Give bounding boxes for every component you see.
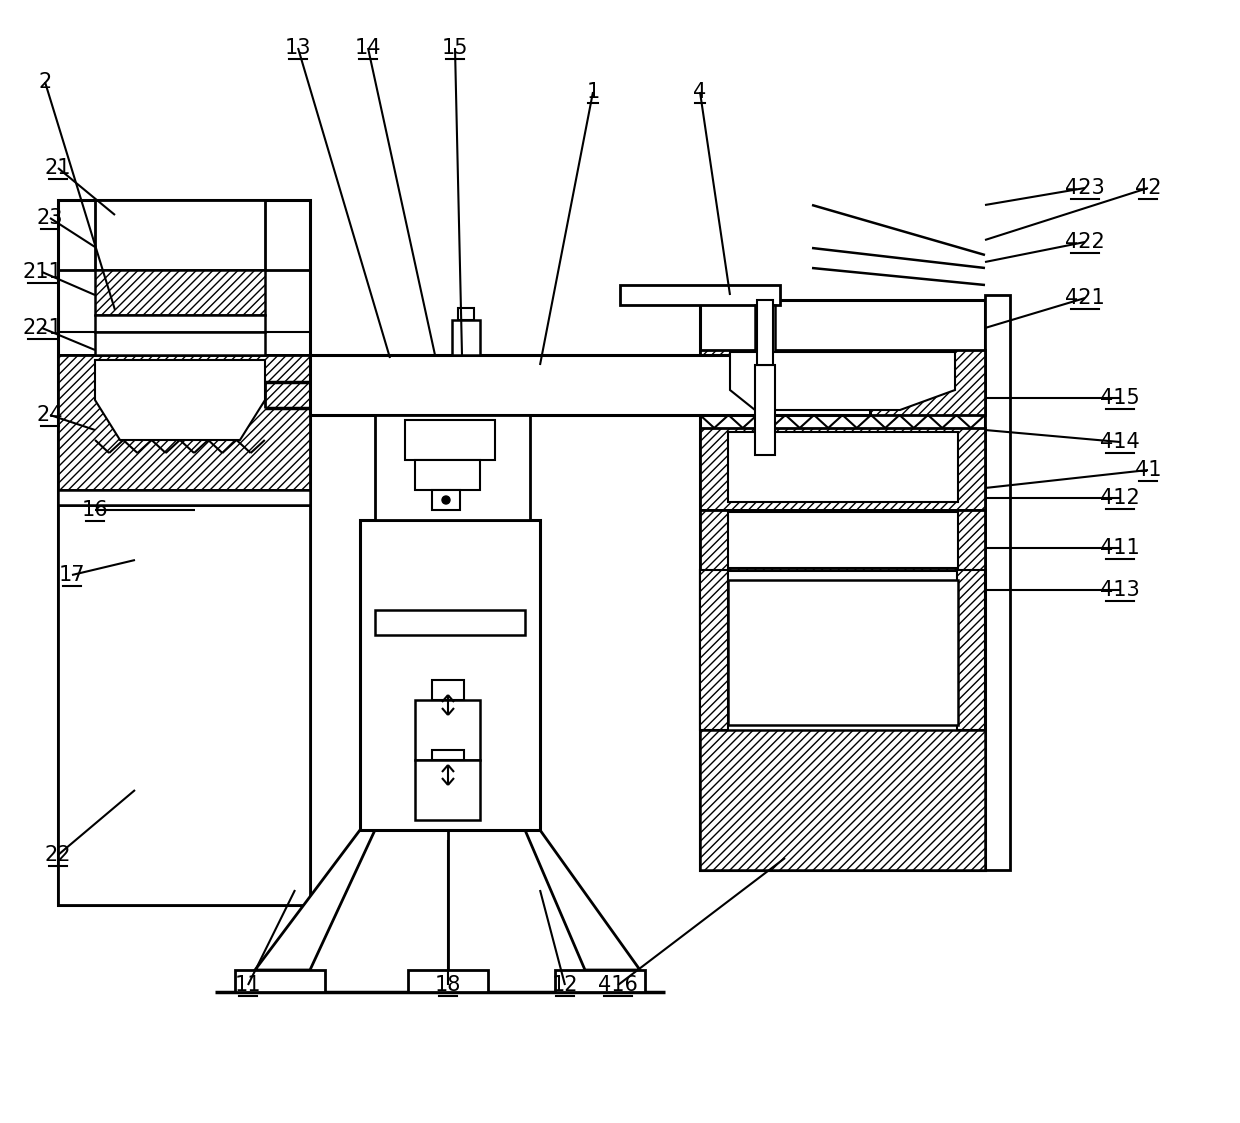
Polygon shape <box>730 351 955 410</box>
Text: 423: 423 <box>1065 179 1105 198</box>
Bar <box>408 970 489 992</box>
Text: 413: 413 <box>1100 579 1140 600</box>
Text: 422: 422 <box>1065 232 1105 252</box>
Bar <box>701 428 985 510</box>
Bar <box>95 332 265 355</box>
Bar <box>701 570 728 730</box>
Text: 412: 412 <box>1100 489 1140 508</box>
Bar <box>95 270 265 314</box>
Bar <box>95 200 265 270</box>
Bar <box>374 610 525 634</box>
Text: 4: 4 <box>693 82 707 102</box>
Text: 11: 11 <box>234 975 262 995</box>
Bar <box>756 300 773 365</box>
Text: 415: 415 <box>1100 389 1140 408</box>
Text: 13: 13 <box>285 38 311 58</box>
Polygon shape <box>255 830 374 970</box>
Polygon shape <box>95 360 265 440</box>
Bar <box>415 700 480 760</box>
Bar <box>453 320 480 355</box>
Bar <box>236 970 325 992</box>
Text: 411: 411 <box>1100 538 1140 558</box>
Text: 12: 12 <box>552 975 578 995</box>
Text: 221: 221 <box>22 318 62 338</box>
Text: 421: 421 <box>1065 287 1105 308</box>
Bar <box>405 420 495 460</box>
Text: 211: 211 <box>22 262 62 282</box>
Text: 416: 416 <box>598 975 637 995</box>
Text: 414: 414 <box>1100 432 1140 451</box>
Bar <box>58 490 310 505</box>
Text: 14: 14 <box>355 38 381 58</box>
Bar <box>432 490 460 510</box>
Bar <box>755 305 775 365</box>
Bar <box>957 570 985 730</box>
Bar <box>701 730 985 870</box>
Text: 21: 21 <box>45 158 71 179</box>
Bar <box>58 355 310 490</box>
Bar <box>432 750 464 760</box>
Bar <box>701 510 985 570</box>
Bar <box>95 314 265 332</box>
Bar <box>701 570 985 870</box>
Bar <box>415 760 480 820</box>
Text: 42: 42 <box>1135 179 1161 198</box>
Circle shape <box>441 496 450 504</box>
Bar <box>556 970 645 992</box>
Bar <box>728 579 959 725</box>
Text: 1: 1 <box>587 82 600 102</box>
Bar <box>432 681 464 700</box>
Bar <box>755 365 775 455</box>
Bar <box>58 505 310 905</box>
Bar <box>701 300 985 870</box>
Bar <box>415 460 480 490</box>
Bar <box>620 285 780 305</box>
Bar <box>310 355 870 416</box>
Text: 23: 23 <box>37 208 63 228</box>
Bar <box>58 200 310 905</box>
Text: 41: 41 <box>1135 460 1161 480</box>
Text: 17: 17 <box>58 565 86 585</box>
Text: 24: 24 <box>37 405 63 424</box>
Text: 2: 2 <box>38 72 52 92</box>
Text: 16: 16 <box>82 500 108 520</box>
Bar <box>458 308 474 320</box>
Bar <box>985 295 1011 870</box>
Bar <box>360 520 539 830</box>
Polygon shape <box>525 830 640 970</box>
Text: 22: 22 <box>45 844 71 865</box>
Bar <box>728 432 959 502</box>
Text: 18: 18 <box>435 975 461 995</box>
Bar <box>728 512 959 568</box>
Bar <box>374 416 529 520</box>
Text: 15: 15 <box>441 38 469 58</box>
Bar <box>701 350 985 416</box>
